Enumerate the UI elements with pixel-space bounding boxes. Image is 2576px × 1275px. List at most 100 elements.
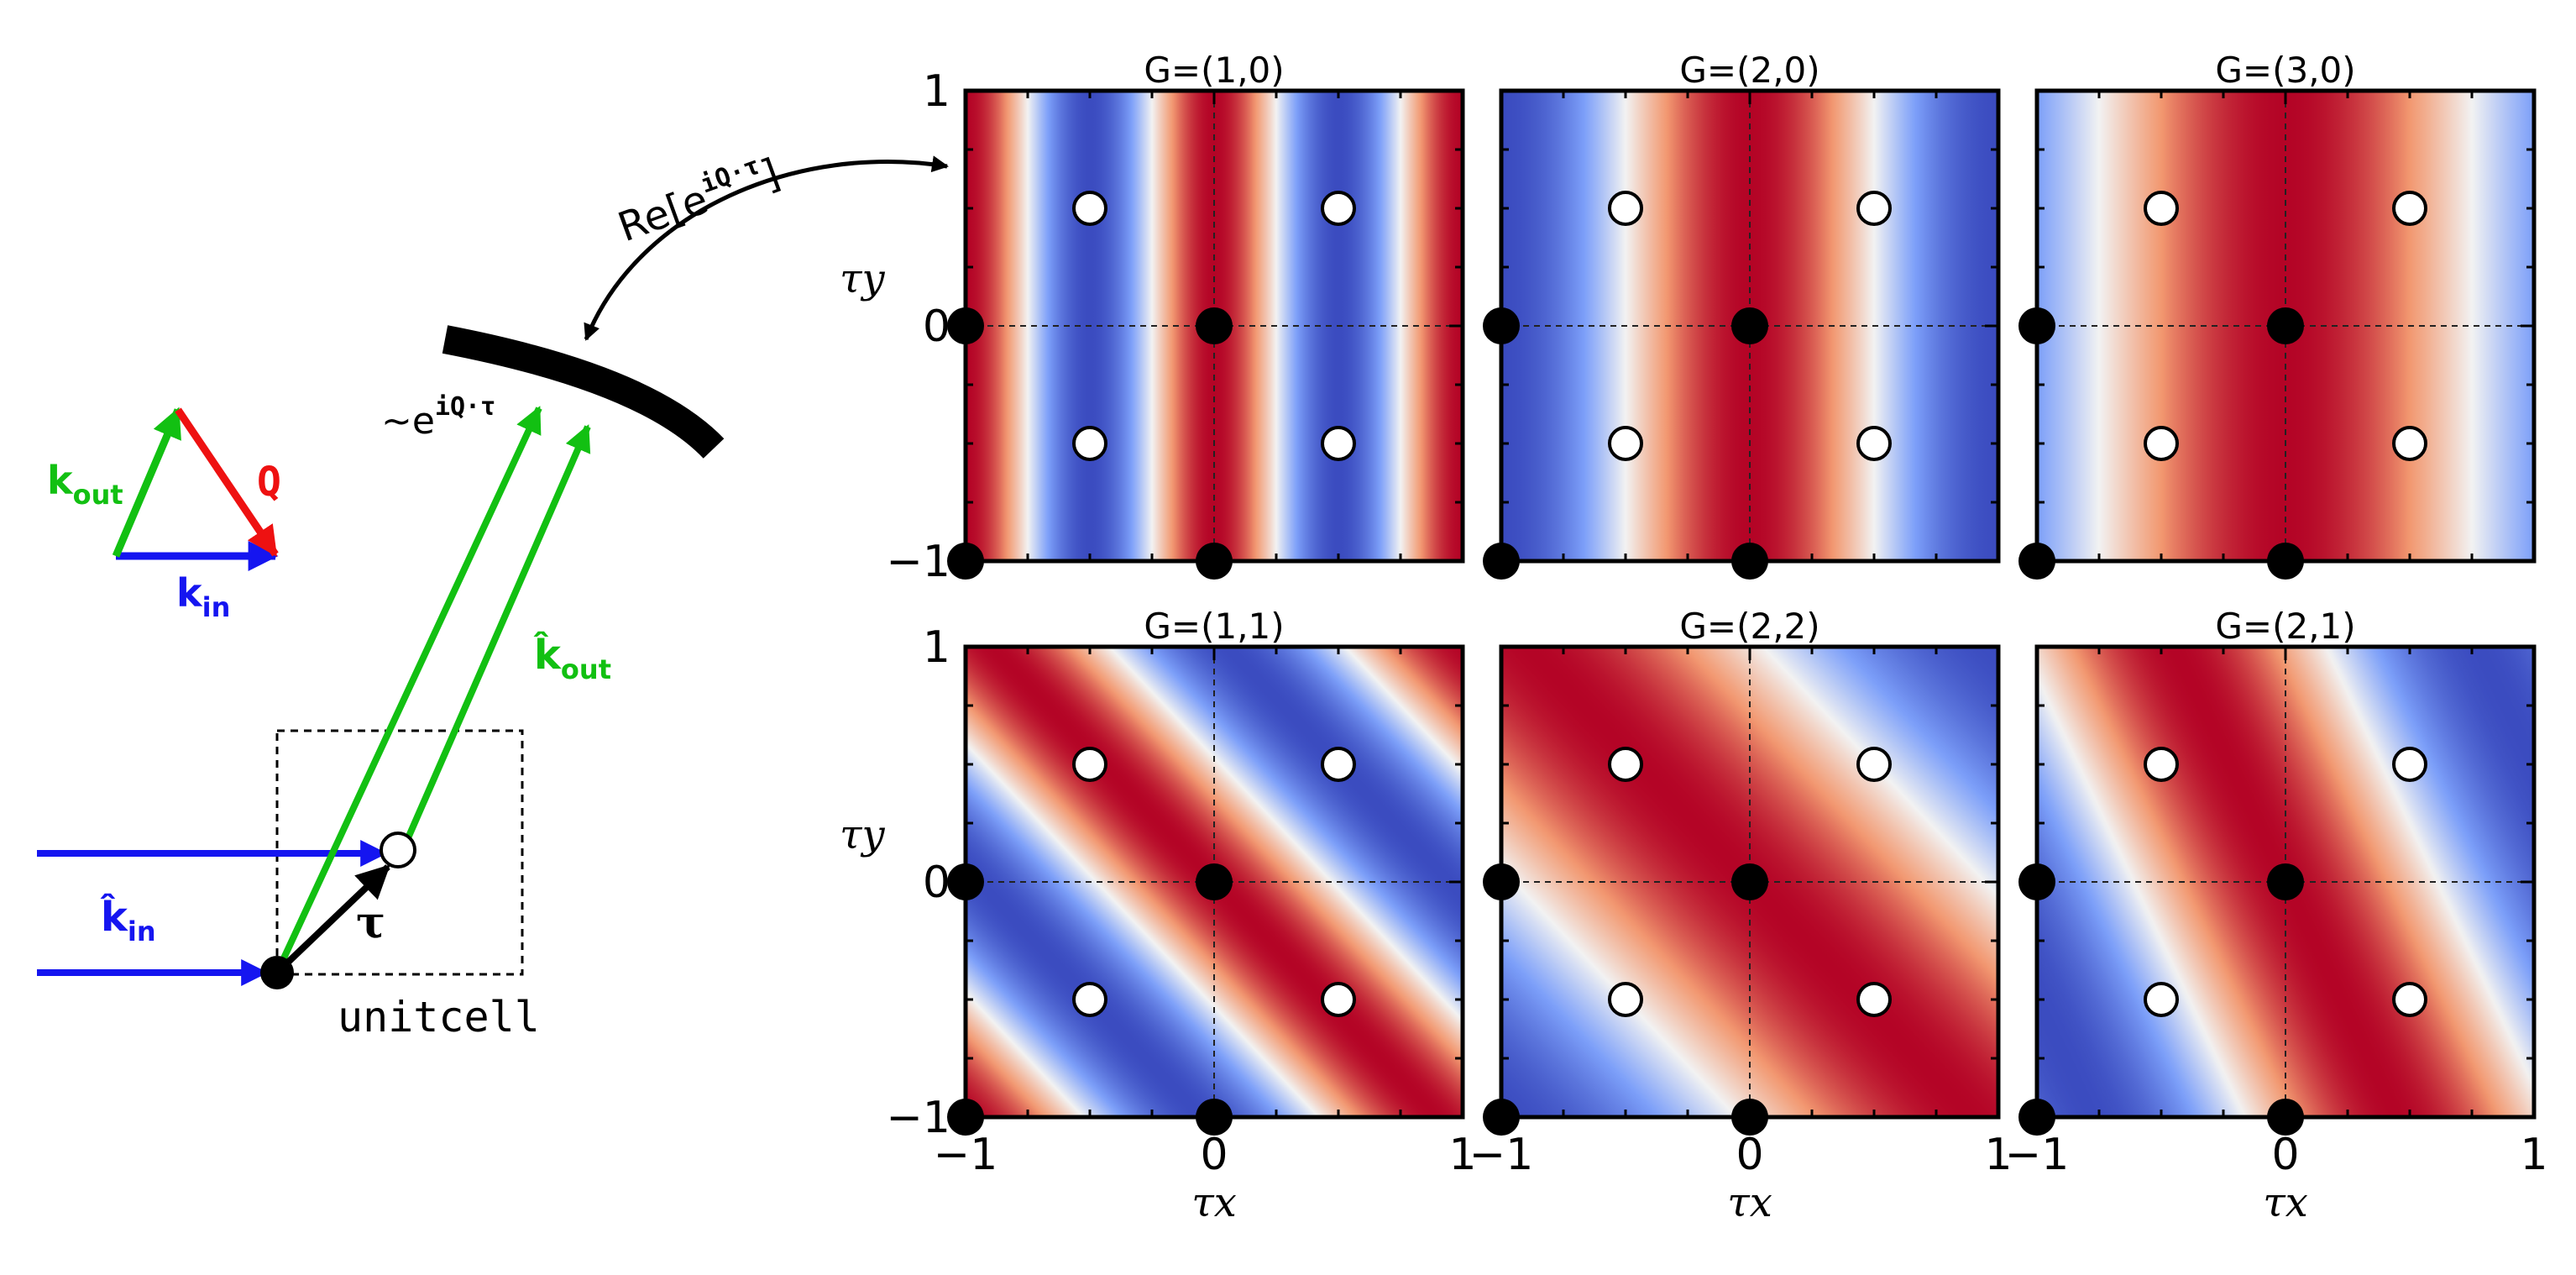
filled-atom-marker bbox=[2018, 543, 2055, 580]
filled-atom-marker bbox=[1483, 1099, 1520, 1136]
filled-atom-marker bbox=[1483, 307, 1520, 344]
panel-title: G=(2,0) bbox=[1679, 50, 1819, 91]
open-atom-marker bbox=[1072, 982, 1107, 1017]
vector-triangle: kout Q kin bbox=[47, 407, 281, 623]
open-atom-marker bbox=[2144, 747, 2179, 782]
open-atom-marker bbox=[2392, 191, 2427, 226]
y-tick-label: 1 bbox=[923, 622, 950, 673]
open-atom-marker bbox=[1608, 191, 1643, 226]
filled-atom-marker bbox=[2267, 307, 2304, 344]
panel-title: G=(2,2) bbox=[1679, 606, 1819, 647]
filled-atom-marker bbox=[2267, 543, 2304, 580]
filled-atom-marker bbox=[1196, 543, 1233, 580]
scattering-schematic: kout Q kin unitcell k̂in k̂out τ ~eiQ·τ … bbox=[37, 146, 949, 1042]
filled-atom-marker bbox=[1483, 863, 1520, 900]
filled-atom-marker bbox=[2018, 307, 2055, 344]
open-atom-marker bbox=[1608, 982, 1643, 1017]
open-atom-marker bbox=[1321, 426, 1356, 461]
filled-atom-marker bbox=[947, 1099, 984, 1136]
filled-atom-marker bbox=[2018, 863, 2055, 900]
open-atom-marker bbox=[2144, 191, 2179, 226]
panel-title: G=(1,1) bbox=[1144, 606, 1284, 647]
x-axis-label: τx bbox=[2263, 1179, 2308, 1226]
open-atom-marker bbox=[2144, 426, 2179, 461]
x-tick-label: 1 bbox=[1984, 1130, 2012, 1180]
y-axis-label: τy bbox=[840, 255, 886, 302]
q-label: Q bbox=[257, 459, 281, 506]
k-hat-in-label: k̂in bbox=[100, 893, 155, 947]
open-atom-marker bbox=[1856, 426, 1892, 461]
filled-atom-marker bbox=[947, 543, 984, 580]
heatmap-panel: G=(2,2) −1 0 1 τx bbox=[1469, 606, 2013, 1226]
tau-label: τ bbox=[356, 897, 385, 948]
heatmap-panel: G=(1,0) 1 0 −1 τy bbox=[840, 50, 1465, 587]
filled-atom-marker bbox=[947, 863, 984, 900]
filled-atom-marker bbox=[1483, 543, 1520, 580]
filled-atom-marker bbox=[1731, 1099, 1768, 1136]
y-tick-label: 0 bbox=[923, 302, 950, 352]
x-tick-label: 0 bbox=[2271, 1130, 2299, 1180]
unitcell-box bbox=[275, 729, 524, 976]
k-out-label: kout bbox=[47, 458, 123, 511]
filled-atom-marker bbox=[2018, 1099, 2055, 1136]
outgoing-beam-from-origin bbox=[274, 406, 542, 974]
open-atom-marker bbox=[1321, 191, 1356, 226]
x-axis-label: τx bbox=[1191, 1179, 1237, 1226]
filled-atom-marker bbox=[2267, 1099, 2304, 1136]
x-tick-label: −1 bbox=[2005, 1130, 2070, 1180]
tau-vector-arrow bbox=[275, 864, 390, 975]
open-atom-marker bbox=[2144, 982, 2179, 1017]
filled-atom-marker bbox=[1731, 307, 1768, 344]
filled-atom-marker bbox=[1196, 307, 1233, 344]
panel-title: G=(3,0) bbox=[2215, 50, 2355, 91]
filled-atom-marker bbox=[1196, 863, 1233, 900]
q-vector-arrow bbox=[175, 407, 279, 557]
y-tick-label: 1 bbox=[923, 66, 950, 117]
x-tick-label: 0 bbox=[1736, 1130, 1763, 1180]
k-in-label: kin bbox=[176, 570, 230, 623]
y-axis-label: τy bbox=[840, 811, 886, 858]
open-atom-marker bbox=[1072, 426, 1107, 461]
x-tick-label: 0 bbox=[1200, 1130, 1228, 1180]
x-tick-label: −1 bbox=[934, 1130, 998, 1180]
open-atom-marker bbox=[1321, 982, 1356, 1017]
k-hat-out-label: k̂out bbox=[533, 631, 611, 685]
open-atom-marker bbox=[2392, 982, 2427, 1017]
filled-atom-marker bbox=[947, 307, 984, 344]
heatmap-panel: G=(2,1) −1 0 1 τx bbox=[2005, 606, 2548, 1226]
fourier-link-arrow bbox=[584, 155, 949, 341]
unitcell-label: unitcell bbox=[338, 993, 540, 1042]
open-atom-marker bbox=[1856, 747, 1892, 782]
panel-title: G=(1,0) bbox=[1144, 50, 1284, 91]
outgoing-beam-from-atom bbox=[398, 424, 591, 855]
filled-atom-marker bbox=[2267, 863, 2304, 900]
open-atom-marker bbox=[1072, 191, 1107, 226]
y-tick-label: −1 bbox=[886, 1093, 950, 1143]
filled-atom-marker bbox=[1731, 863, 1768, 900]
filled-atom-marker bbox=[1196, 1099, 1233, 1136]
open-atom-marker bbox=[2392, 747, 2427, 782]
y-tick-label: −1 bbox=[886, 537, 950, 587]
k-out-vector-arrow bbox=[112, 407, 182, 558]
panel-title: G=(2,1) bbox=[2215, 606, 2355, 647]
x-tick-label: 1 bbox=[1448, 1130, 1476, 1180]
open-atom-marker bbox=[1856, 982, 1892, 1017]
open-atom-marker bbox=[1072, 747, 1107, 782]
heatmap-grid: G=(1,0) 1 0 −1 τy G=(2,0) G=(3,0) G=(1,1) 1 0 −1 τy… bbox=[840, 50, 2548, 1226]
open-atom-marker bbox=[1608, 426, 1643, 461]
heatmap-panel: G=(3,0) bbox=[2018, 50, 2537, 580]
x-axis-label: τx bbox=[1727, 1179, 1772, 1226]
open-atom-marker bbox=[1856, 191, 1892, 226]
origin-atom bbox=[260, 956, 294, 989]
open-atom-marker bbox=[1608, 747, 1643, 782]
heatmap-panel: G=(2,0) bbox=[1483, 50, 2001, 580]
open-atom-marker bbox=[1321, 747, 1356, 782]
basis-atom bbox=[380, 832, 416, 868]
real-part-label: Re[eiQ·τ] bbox=[610, 146, 786, 252]
heatmap-panel: G=(1,1) 1 0 −1 τy −1 0 1 τx bbox=[840, 606, 1477, 1226]
x-tick-label: −1 bbox=[1469, 1130, 1534, 1180]
phase-factor-label: ~eiQ·τ bbox=[381, 392, 495, 443]
x-tick-label: 1 bbox=[2520, 1130, 2547, 1180]
open-atom-marker bbox=[2392, 426, 2427, 461]
